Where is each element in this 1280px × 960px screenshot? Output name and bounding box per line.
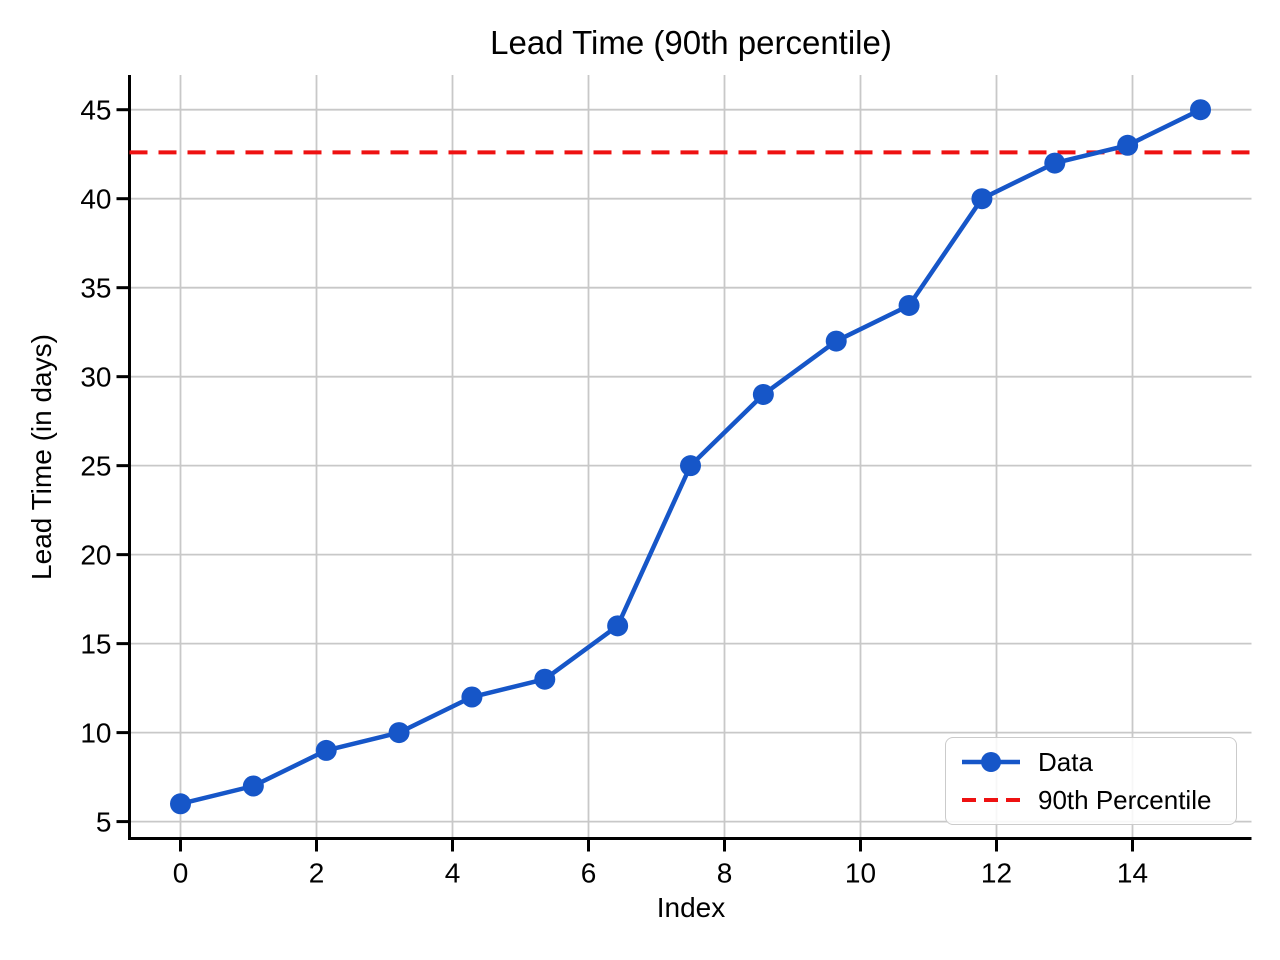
data-point: [825, 330, 847, 352]
x-tick-label: 14: [1117, 858, 1148, 889]
y-axis-label: Lead Time (in days): [26, 334, 57, 580]
data-point: [388, 722, 410, 744]
data-point: [1044, 152, 1066, 174]
x-tick-label: 4: [445, 858, 461, 889]
x-tick-label: 0: [173, 858, 189, 889]
x-tick-label: 12: [981, 858, 1012, 889]
y-tick-label: 30: [80, 362, 111, 393]
x-axis-label: Index: [656, 892, 726, 923]
legend-sample-data-line-icon: [962, 752, 1020, 773]
data-point: [534, 668, 556, 690]
x-tick-label: 10: [845, 858, 876, 889]
data-point: [315, 739, 337, 761]
data-point: [170, 793, 191, 815]
x-tick-label: 2: [309, 858, 325, 889]
y-tick-label: 15: [80, 629, 111, 660]
data-point: [242, 775, 264, 797]
x-tick-label: 6: [581, 858, 597, 889]
data-point: [607, 615, 629, 637]
y-tick-label: 10: [80, 718, 111, 749]
legend-entry-data: Data: [960, 749, 1236, 775]
x-tick-label: 8: [717, 858, 733, 889]
legend-entry-percentile: 90th Percentile: [960, 787, 1236, 813]
y-tick-label: 45: [80, 95, 111, 126]
legend-label-percentile: 90th Percentile: [1038, 784, 1212, 815]
chart-title: Lead Time (90th percentile): [490, 24, 892, 61]
y-tick-label: 35: [80, 273, 111, 304]
y-tick-label: 20: [80, 540, 111, 571]
y-tick-label: 25: [80, 451, 111, 482]
legend: Data 90th Percentile: [945, 737, 1237, 825]
legend-sample-percentile-line-icon: [962, 797, 1020, 802]
data-point: [680, 455, 701, 477]
data-point: [1190, 99, 1211, 121]
data-point: [1117, 134, 1139, 156]
data-point: [461, 686, 483, 708]
legend-label-data: Data: [1038, 747, 1093, 778]
y-tick-label: 5: [96, 807, 112, 838]
data-point: [898, 294, 920, 316]
data-point: [752, 383, 774, 405]
data-point: [971, 188, 993, 210]
y-tick-label: 40: [80, 184, 111, 215]
